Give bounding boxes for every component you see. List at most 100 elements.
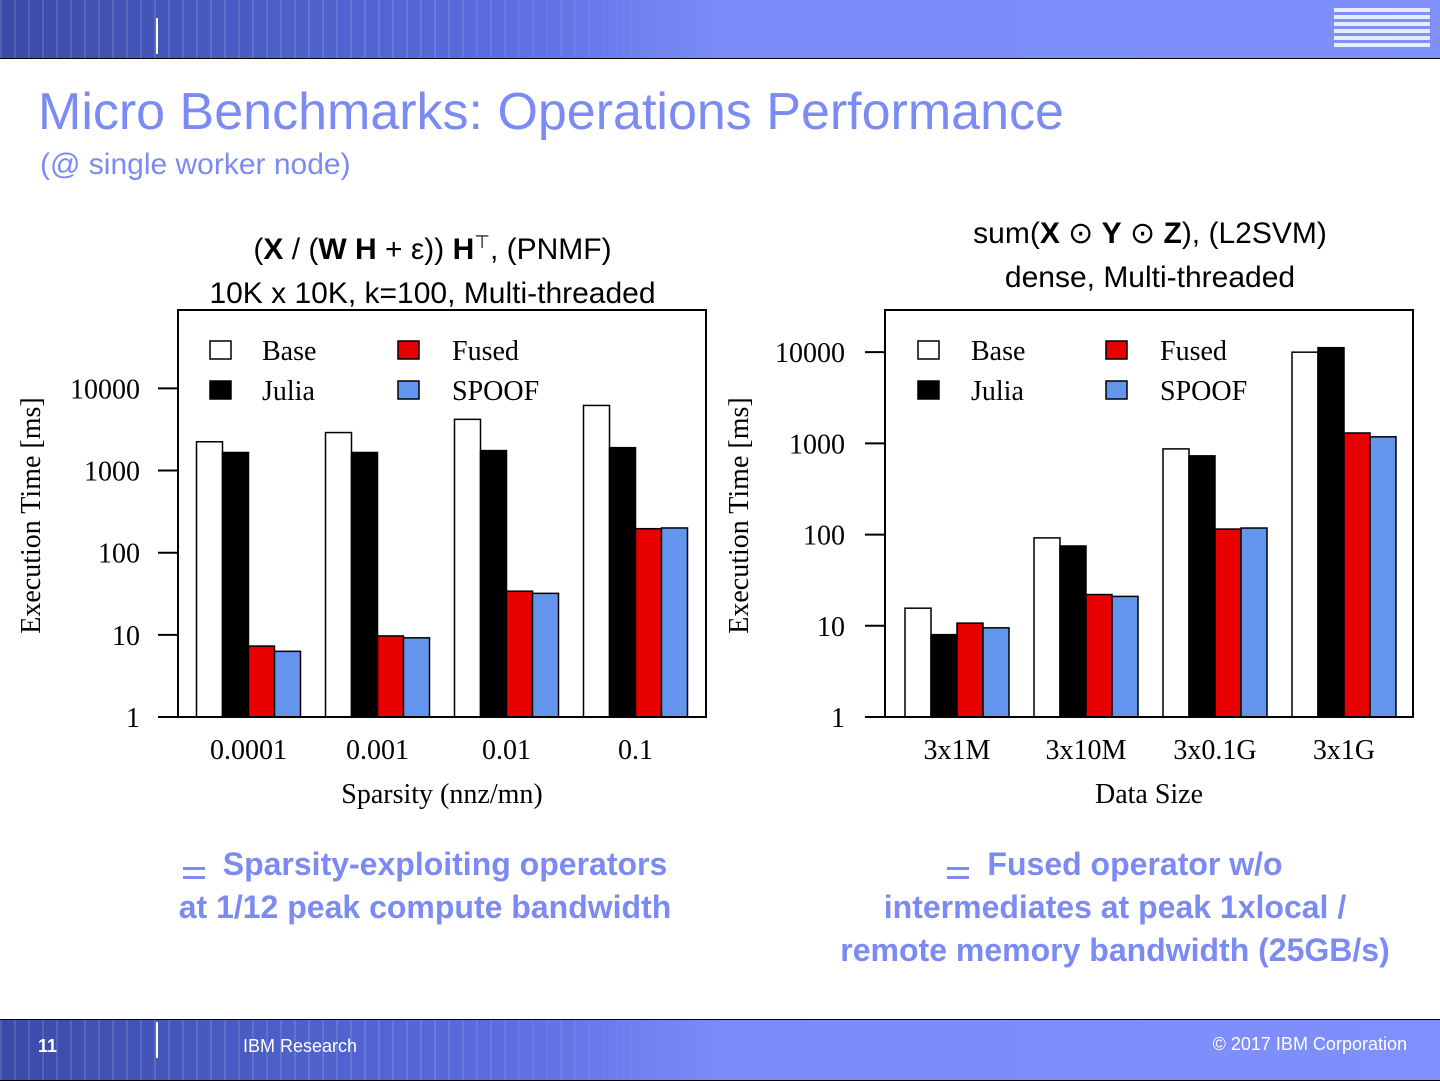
bar-julia (1059, 545, 1087, 718)
slide-subtitle: (@ single worker node) (40, 148, 351, 181)
legend-swatch-spoof (397, 380, 420, 400)
y-tick-label: 1 (831, 703, 845, 734)
page-number: 11 (38, 1036, 58, 1056)
bar-spoof (273, 650, 302, 718)
bullet-text: Sparsity-exploiting operators (222, 846, 668, 882)
title-segment: sum( (973, 217, 1040, 250)
bullet-icon (947, 867, 970, 879)
bar-julia (608, 446, 637, 718)
legend-swatch-julia (209, 380, 232, 400)
x-tick-label: 3x10M (1046, 735, 1127, 766)
y-tick-label: 10 (112, 621, 140, 652)
bar-julia (1188, 455, 1216, 718)
bar-julia (1317, 346, 1345, 718)
footer-copyright: © 2017 IBM Corporation (1212, 1034, 1407, 1054)
banner-divider (156, 18, 158, 54)
plot-frame (884, 309, 1414, 718)
y-tick-label: 1000 (789, 429, 845, 460)
title-segment: X (263, 233, 284, 266)
bar-base (1162, 448, 1190, 718)
bar-spoof (1111, 595, 1139, 718)
bullet-text: remote memory bandwidth (25GB/s) (840, 932, 1390, 968)
title-segment: H (452, 233, 475, 266)
title-segment: ⊙ (1121, 217, 1164, 250)
chart-title-line2: 10K x 10K, k=100, Multi-threaded (209, 277, 656, 310)
bar-spoof (402, 637, 431, 718)
bar-fused (1343, 432, 1371, 718)
bullet-text: intermediates at peak 1xlocal / (883, 889, 1347, 925)
chart-title-line1: sum(X ⊙ Y ⊙ Z), (L2SVM) (880, 212, 1420, 256)
legend-swatch-fused (1105, 340, 1128, 360)
title-segment: / ( (283, 233, 319, 266)
ibm-logo (1334, 8, 1430, 50)
y-tick-label: 100 (98, 539, 140, 570)
bar-spoof (660, 527, 689, 718)
legend-swatch-fused (397, 340, 420, 360)
bar-spoof (531, 592, 560, 718)
bar-fused (956, 622, 984, 718)
title-segment: ⊤ (474, 232, 490, 252)
title-segment: , (PNMF) (489, 233, 612, 266)
legend-label: Base (971, 336, 1025, 367)
legend-label: Julia (971, 376, 1024, 407)
legend-swatch-base (917, 340, 940, 360)
banner-pattern (0, 0, 700, 58)
bar-fused (1214, 528, 1242, 718)
bar-base (1033, 537, 1061, 718)
footer-banner: 11 IBM Research © 2017 IBM Corporation (0, 1019, 1440, 1081)
bullet-right: Fused operator w/o intermediates at peak… (800, 843, 1430, 972)
bullet-icon (182, 867, 205, 879)
bar-spoof (1369, 436, 1397, 718)
title-segment: Z (1163, 217, 1182, 250)
chart-title-line1: (X / (W H + ε)) H⊤, (PNMF) (160, 220, 705, 272)
y-tick-label: 10 (817, 612, 845, 643)
bar-spoof (982, 627, 1010, 718)
bar-julia (930, 633, 958, 718)
y-tick-label: 10000 (775, 338, 845, 369)
legend-swatch-julia (917, 380, 940, 400)
slide-title: Micro Benchmarks: Operations Performance (38, 83, 1064, 141)
chart-2: 3x1M 3x10M 3x0.1G 3x1G 1 10 100 1000 10000 Data S… (724, 309, 1414, 810)
legend-label: Base (262, 336, 316, 367)
bar-fused (1085, 593, 1113, 718)
x-axis-label: Sparsity (nnz/mn) (341, 779, 542, 810)
bar-base (453, 418, 482, 718)
title-segment: Y (1101, 217, 1122, 250)
y-tick-label: 1 (126, 703, 140, 734)
legend-label: SPOOF (1160, 376, 1247, 407)
x-tick-label: 0.1 (618, 735, 653, 766)
bar-fused (505, 590, 534, 718)
banner-divider (156, 1022, 158, 1058)
bullet-text: Fused operator w/o (987, 846, 1283, 882)
chart-title-l2svm: sum(X ⊙ Y ⊙ Z), (L2SVM) dense, Multi-thr… (880, 212, 1420, 300)
bar-fused (634, 527, 663, 718)
legend-label: Fused (452, 336, 519, 367)
y-tick-label: 100 (803, 521, 845, 552)
bar-base (195, 441, 224, 718)
bar-base (904, 607, 932, 718)
legend-label: SPOOF (452, 376, 539, 407)
legend-label: Fused (1160, 336, 1227, 367)
bar-fused (376, 635, 405, 718)
bar-base (324, 431, 353, 718)
title-segment: W H (318, 233, 377, 266)
title-segment: ( (253, 233, 264, 266)
title-segment: ⊙ (1059, 217, 1102, 250)
y-tick-label: 1000 (84, 457, 140, 488)
bar-fused (247, 645, 276, 718)
x-tick-label: 3x1M (924, 735, 991, 766)
bar-julia (221, 451, 250, 718)
x-tick-label: 0.0001 (210, 735, 287, 766)
y-axis-label: Execution Time [ms] (724, 397, 755, 633)
bar-spoof (1240, 527, 1268, 718)
bar-base (582, 404, 611, 718)
bullet-left: Sparsity-exploiting operators at 1/12 pe… (120, 843, 730, 929)
bullet-text: at 1/12 peak compute bandwidth (178, 889, 672, 925)
plot-frame (177, 309, 707, 718)
x-tick-label: 3x1G (1313, 735, 1375, 766)
bar-julia (350, 451, 379, 718)
legend-swatch-spoof (1105, 380, 1128, 400)
title-segment: X (1039, 217, 1060, 250)
legend-swatch-base (209, 340, 232, 360)
